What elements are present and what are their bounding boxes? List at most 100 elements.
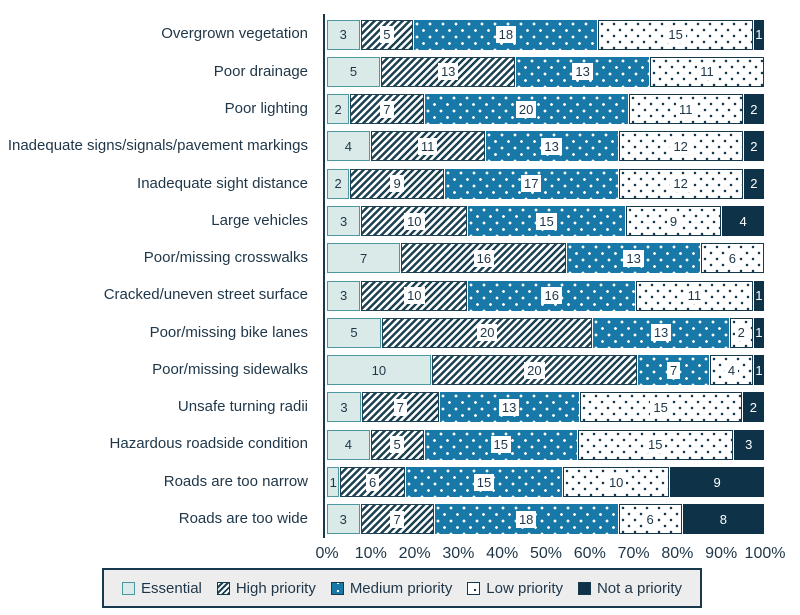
- segment-value: 13: [650, 324, 672, 342]
- segment-value: 15: [536, 212, 557, 230]
- legend-label: High priority: [235, 579, 316, 597]
- segment-value: 4: [739, 213, 747, 229]
- segment-not-a-priority: 4: [722, 206, 764, 237]
- segment-medium-priority: 7: [638, 355, 710, 386]
- segment-medium-priority: 13: [439, 392, 579, 423]
- segment-not-a-priority: 2: [743, 131, 764, 162]
- segment-value: 18: [495, 26, 517, 44]
- segment-medium-priority: 13: [485, 131, 618, 162]
- segment-value: 13: [572, 63, 593, 81]
- segment-not-a-priority: 2: [742, 392, 764, 423]
- segment-essential: 3: [327, 504, 360, 535]
- segment-high-priority: 7: [362, 392, 439, 423]
- segment-value: 11: [684, 287, 705, 305]
- x-tick-label: 0%: [315, 545, 339, 562]
- segment-high-priority: 6: [340, 467, 405, 498]
- segment-value: 6: [366, 473, 380, 491]
- legend-label: Medium priority: [349, 579, 453, 597]
- segment-value: 2: [334, 176, 342, 192]
- segment-value: 10: [404, 287, 425, 305]
- segment-value: 7: [390, 510, 404, 528]
- segment-essential: 3: [327, 280, 361, 311]
- segment-low-priority: 11: [628, 94, 743, 125]
- segment-low-priority: 2: [729, 317, 753, 348]
- category-label: Inadequate sight distance: [137, 174, 308, 192]
- segment-value: 4: [724, 361, 739, 379]
- segment-low-priority: 11: [649, 56, 764, 87]
- segment-value: 3: [339, 27, 347, 43]
- legend: Essential High priority Medium priority Low…: [102, 568, 702, 608]
- y-axis-line: [323, 14, 325, 538]
- segment-value: 2: [750, 138, 758, 154]
- segment-value: 10: [605, 473, 627, 491]
- segment-value: 7: [666, 361, 681, 379]
- x-tick-label: 60%: [573, 545, 606, 562]
- segment-essential: 4: [327, 429, 370, 460]
- segment-value: 13: [437, 63, 459, 81]
- segment-medium-priority: 17: [444, 168, 618, 199]
- category-label: Overgrown vegetation: [161, 25, 308, 43]
- segment-not-a-priority: 2: [743, 168, 764, 199]
- category-label: Hazardous roadside condition: [109, 435, 308, 453]
- x-tick-label: 80%: [661, 545, 694, 562]
- category-label: Cracked/uneven street surface: [103, 286, 308, 304]
- segment-value: 15: [665, 26, 686, 44]
- segment-value: 7: [393, 398, 407, 416]
- segment-essential: 2: [327, 94, 350, 125]
- segment-high-priority: 7: [350, 94, 424, 125]
- segment-low-priority: 12: [618, 131, 743, 162]
- bar-row: Poor/missing bike lanes 5 20 13 2 1: [0, 314, 765, 351]
- segment-high-priority: 7: [360, 504, 434, 535]
- legend-swatch-icon: [122, 581, 135, 595]
- bar-track: 3 10 16 11 1: [327, 280, 765, 311]
- segment-value: 1: [755, 288, 763, 304]
- legend-label: Low priority: [486, 579, 563, 597]
- segment-value: 17: [521, 175, 542, 193]
- segment-low-priority: 15: [579, 392, 742, 423]
- segment-high-priority: 5: [370, 429, 424, 460]
- segment-value: 20: [476, 324, 498, 342]
- segment-value: 15: [473, 473, 495, 491]
- category-label: Poor lighting: [224, 99, 308, 117]
- segment-medium-priority: 20: [424, 94, 628, 125]
- segment-value: 12: [670, 137, 691, 155]
- plot-area: Overgrown vegetation 3 5 18 15 1 Poor drainage…: [0, 16, 765, 538]
- segment-value: 7: [380, 100, 394, 118]
- segment-value: 4: [344, 138, 352, 154]
- category-label: Roads are too narrow: [163, 472, 308, 490]
- bar-track: 3 10 15 9 4: [327, 206, 764, 237]
- bar-row: Large vehicles 3 10 15 9 4: [0, 202, 764, 239]
- legend-swatch-icon: [577, 581, 591, 595]
- bar-track: 3 5 18 15 1: [327, 19, 764, 50]
- bar-row: Roads are too narrow 1 6 15 10 9: [0, 463, 764, 500]
- bar-row: Overgrown vegetation 3 5 18 15 1: [0, 16, 764, 53]
- segment-value: 5: [390, 436, 404, 454]
- segment-value: 8: [719, 511, 727, 527]
- segment-medium-priority: 15: [468, 206, 625, 237]
- segment-medium-priority: 13: [593, 317, 729, 348]
- segment-medium-priority: 13: [567, 243, 700, 274]
- bar-track: 2 9 17 12 2: [327, 168, 764, 199]
- bar-track: 7 16 13 6: [327, 243, 764, 274]
- segment-value: 2: [734, 324, 748, 342]
- segment-value: 7: [360, 250, 368, 266]
- bar-row: Poor/missing crosswalks 7 16 13 6: [0, 240, 764, 277]
- bar-track: 1 6 15 10 9: [327, 467, 764, 498]
- segment-value: 16: [473, 249, 495, 267]
- category-label: Poor/missing sidewalks: [152, 360, 308, 378]
- bar-row: Unsafe turning radii 3 7 13 15 2: [0, 389, 764, 426]
- bar-track: 3 7 18 6 8: [327, 504, 764, 535]
- segment-value: 13: [541, 137, 562, 155]
- segment-value: 15: [490, 436, 511, 454]
- segment-essential: 3: [327, 19, 360, 50]
- x-tick-label: 30%: [442, 545, 475, 562]
- segment-low-priority: 15: [578, 429, 733, 460]
- segment-medium-priority: 18: [434, 504, 618, 535]
- bar-track: 5 13 13 11: [327, 56, 764, 87]
- segment-low-priority: 10: [563, 467, 670, 498]
- segment-value: 1: [755, 325, 763, 341]
- segment-essential: 5: [327, 317, 382, 348]
- segment-value: 20: [515, 100, 537, 118]
- segment-value: 9: [390, 175, 404, 193]
- segment-high-priority: 10: [361, 280, 468, 311]
